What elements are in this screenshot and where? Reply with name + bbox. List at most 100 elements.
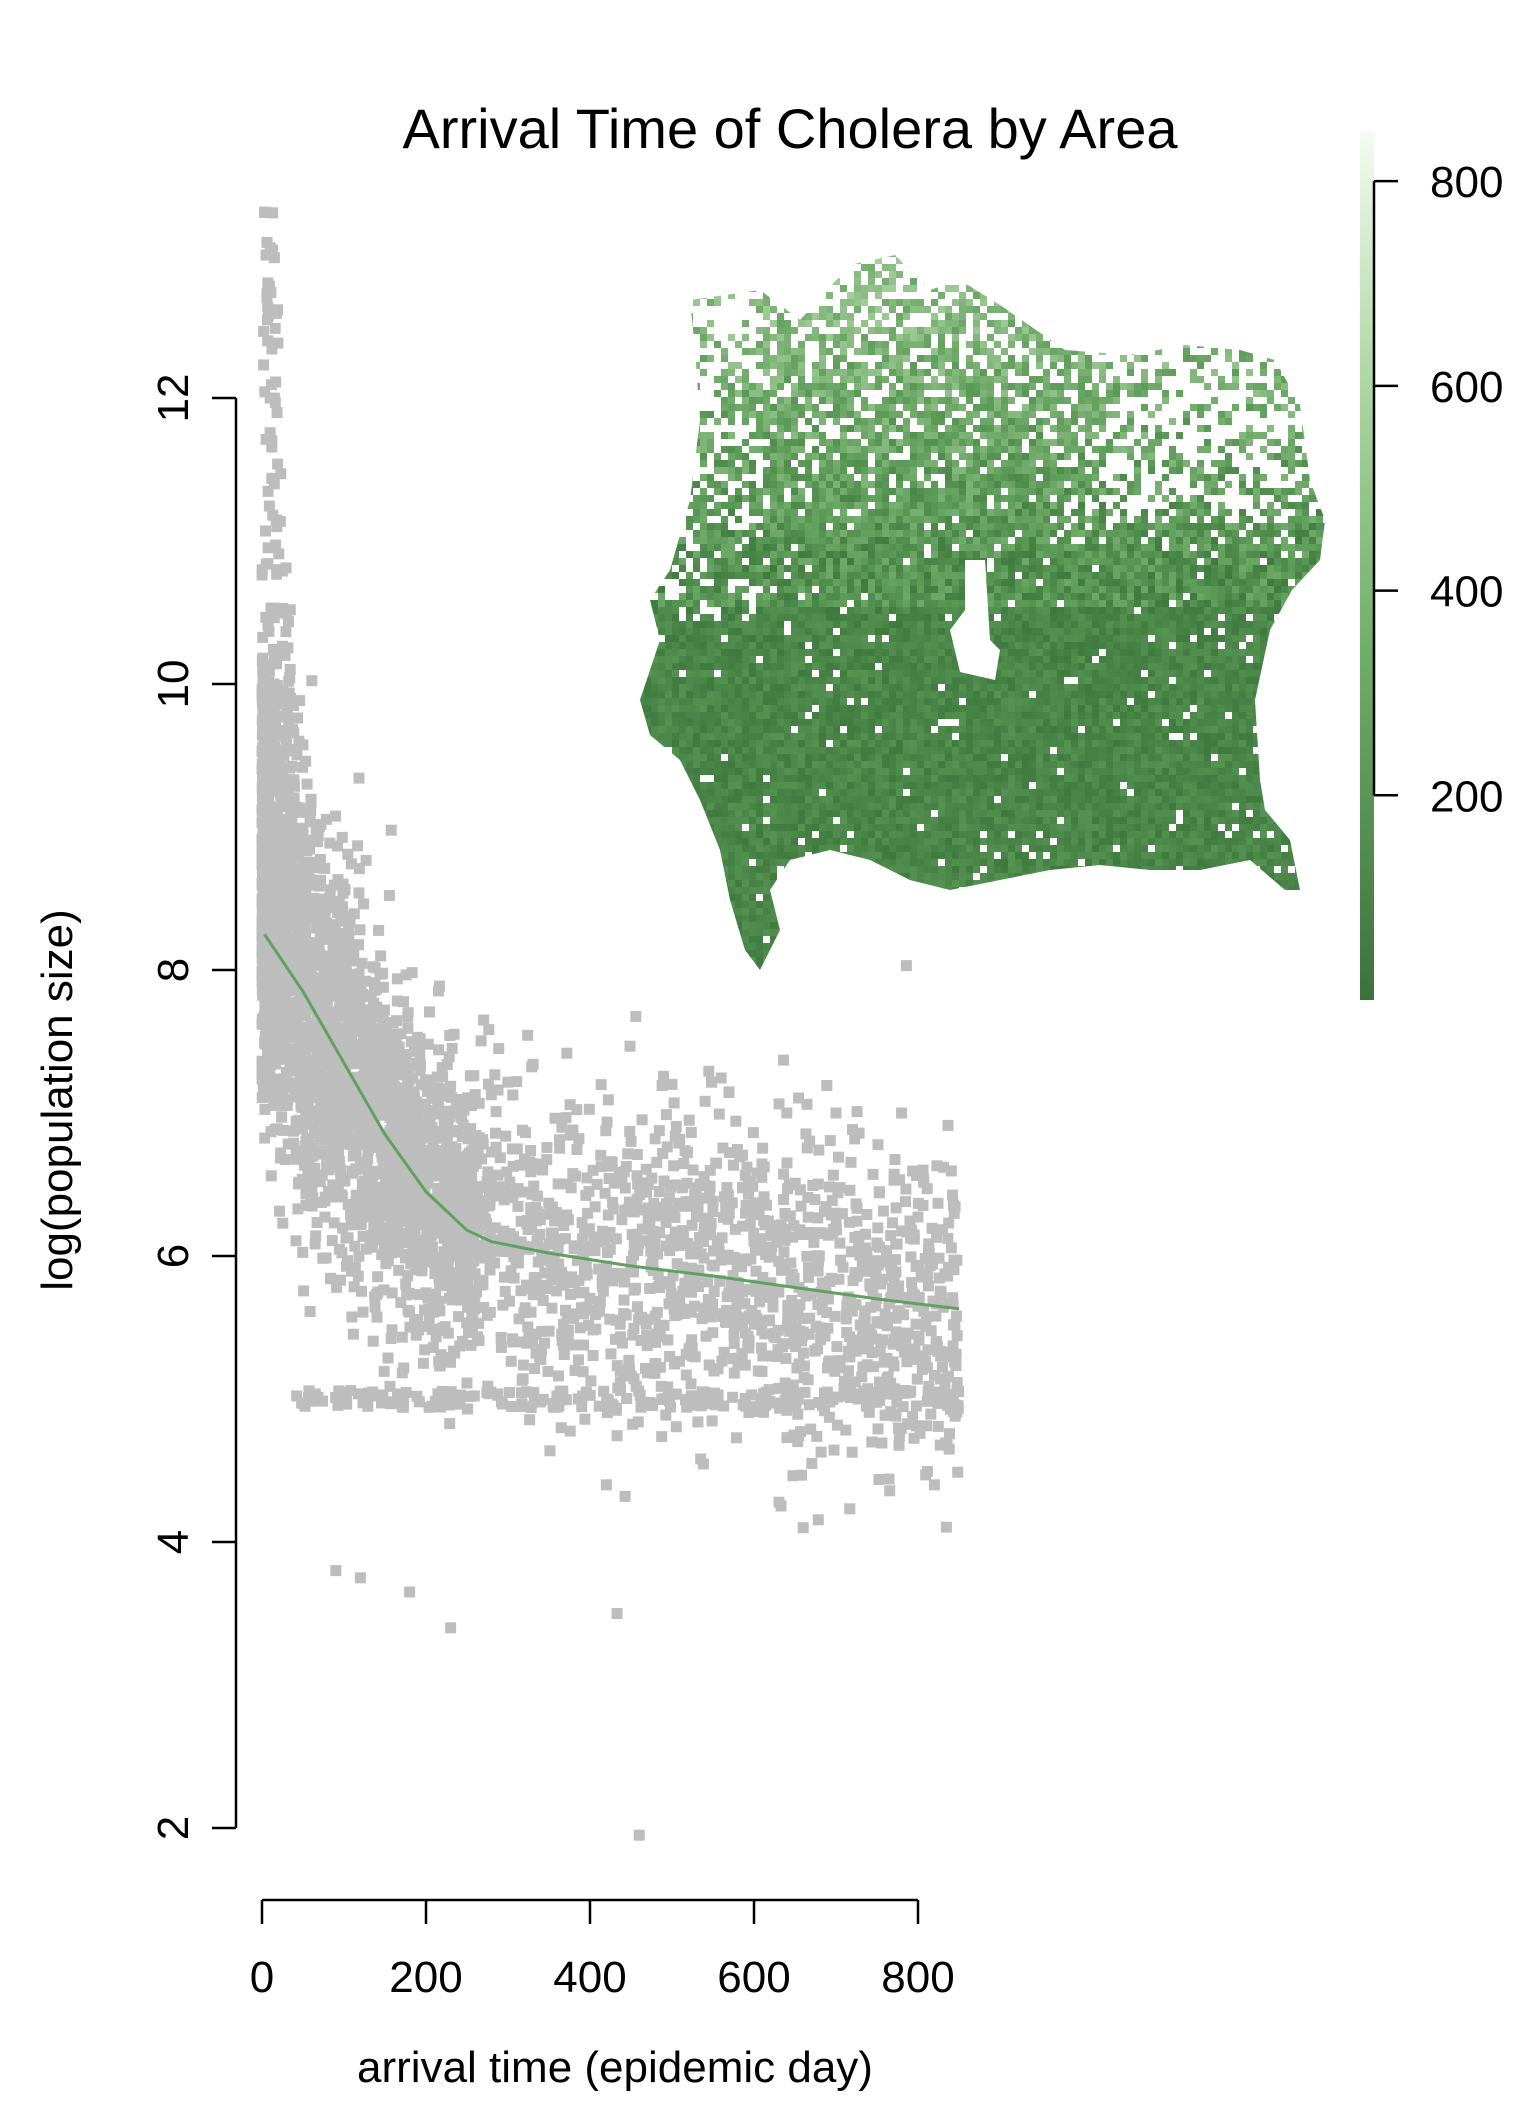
scatter-point [844, 1503, 856, 1515]
scatter-point [457, 1166, 469, 1178]
map-cell [1330, 285, 1337, 292]
map-cell [651, 292, 658, 299]
scatter-point [318, 1075, 330, 1087]
scatter-point [558, 1349, 570, 1360]
scatter-point [792, 1436, 804, 1448]
scatter-point [684, 1200, 696, 1212]
scatter-point [886, 1283, 898, 1294]
scatter-point [276, 1094, 288, 1105]
scatter-point [266, 379, 277, 391]
scatter-point [291, 836, 303, 848]
map-cell [826, 292, 833, 299]
scatter-point [951, 1330, 963, 1342]
map-cell [1099, 334, 1106, 341]
map-cell [833, 341, 840, 348]
map-cell [840, 327, 847, 334]
map-cell [945, 327, 952, 334]
map-cell [728, 362, 735, 369]
scatter-point [833, 1151, 844, 1163]
scatter-point [371, 1311, 383, 1323]
map-cell [672, 299, 679, 306]
scatter-point [461, 1317, 473, 1329]
scatter-point [866, 1329, 877, 1341]
map-cell [973, 271, 980, 278]
scatter-point [328, 1186, 340, 1198]
scatter-point [725, 1276, 737, 1288]
scatter-point [428, 1165, 440, 1177]
scatter-point [755, 1342, 767, 1354]
scatter-point [464, 1070, 476, 1082]
scatter-point [463, 1159, 475, 1171]
smooth-trend-line [263, 933, 960, 1311]
scatter-point [739, 1392, 751, 1404]
scatter-point [461, 1377, 473, 1389]
scatter-point [339, 985, 351, 997]
map-cell [889, 271, 896, 278]
scatter-point [362, 1004, 374, 1016]
scatter-point [714, 1275, 726, 1287]
scatter-point [644, 1283, 656, 1294]
map-cell [763, 264, 770, 271]
scatter-point [468, 1139, 480, 1151]
scatter-point [422, 1038, 434, 1050]
map-cell [875, 341, 882, 348]
scatter-point [256, 781, 268, 793]
scatter-point [601, 1227, 613, 1239]
scatter-point [527, 1058, 539, 1070]
scatter-point [333, 1385, 345, 1397]
scatter-point [576, 1401, 588, 1413]
scatter-point [432, 1082, 443, 1094]
scatter-point [705, 1311, 717, 1323]
scatter-point [266, 753, 278, 765]
scatter-point [413, 1033, 424, 1045]
scatter-point [352, 840, 364, 852]
scatter-point [930, 1310, 942, 1322]
map-cell [644, 292, 651, 299]
map-cell [1190, 313, 1197, 320]
map-cell [1120, 355, 1127, 362]
scatter-point [733, 1298, 745, 1310]
scatter-point [761, 1199, 772, 1211]
map-cell [994, 320, 1001, 327]
scatter-point [731, 1144, 743, 1155]
scatter-point [330, 1022, 342, 1034]
scatter-point [262, 542, 274, 554]
scatter-point [692, 1416, 704, 1428]
scatter-point [401, 1211, 413, 1223]
map-cell [1085, 271, 1092, 278]
scatter-point [947, 1340, 959, 1352]
map-cell [1316, 327, 1323, 334]
scatter-point [558, 1220, 570, 1231]
scatter-point [266, 472, 278, 484]
scatter-point [525, 1166, 537, 1178]
map-cell [1043, 341, 1050, 348]
map-cell [959, 292, 966, 299]
scatter-point [315, 1007, 327, 1019]
scatter-point [830, 1107, 842, 1119]
scatter-point [443, 1399, 455, 1411]
map-cell [847, 292, 854, 299]
map-cell [693, 271, 700, 278]
map-cell [763, 271, 770, 278]
map-cell [1029, 327, 1036, 334]
scatter-point [616, 1337, 628, 1349]
scatter-point [787, 1231, 799, 1243]
scatter-point [685, 1306, 697, 1318]
scatter-point [535, 1242, 547, 1254]
map-cell [679, 292, 686, 299]
map-cell [931, 299, 938, 306]
scatter-point [263, 625, 275, 637]
map-cell [1015, 285, 1022, 292]
map-cell [640, 355, 644, 362]
map-cell [959, 306, 966, 313]
map-cell [1064, 306, 1071, 313]
scatter-point [312, 830, 324, 842]
map-cell [896, 348, 903, 355]
scatter-point [636, 1114, 648, 1126]
scatter-point [809, 1344, 821, 1356]
scatter-point [353, 1388, 364, 1400]
scatter-point [363, 1387, 374, 1399]
map-cell [1092, 278, 1099, 285]
scatter-point [605, 1348, 617, 1360]
scatter-point [477, 1275, 489, 1287]
